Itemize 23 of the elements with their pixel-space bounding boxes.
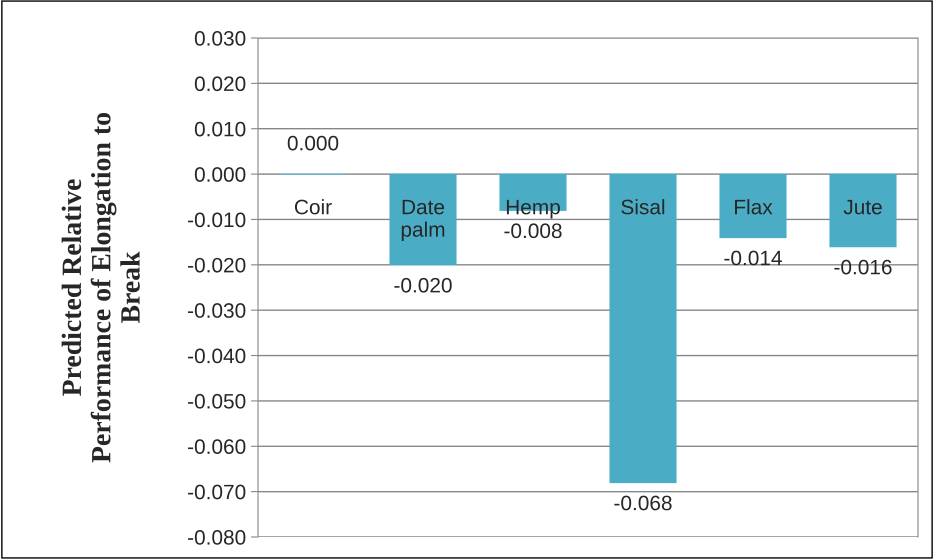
x-tick-label: Sisal bbox=[621, 199, 664, 214]
x-tick-label: Coir bbox=[294, 199, 332, 214]
x-tick-label: Jute bbox=[844, 200, 882, 214]
y-tick-label: -0.080 bbox=[188, 530, 246, 545]
y-tick-label: 0.000 bbox=[194, 167, 246, 182]
data-label: -0.020 bbox=[394, 278, 452, 293]
data-label: -0.008 bbox=[504, 223, 562, 238]
x-tick-label: Flax bbox=[735, 199, 772, 214]
y-tick-label: 0.010 bbox=[194, 122, 246, 136]
data-label: -0.068 bbox=[614, 496, 672, 510]
data-label: -0.014 bbox=[724, 250, 782, 266]
y-tick-label: -0.030 bbox=[188, 303, 246, 318]
y-tick-label: -0.060 bbox=[188, 439, 246, 454]
y-tick-label: 0.030 bbox=[194, 31, 246, 46]
x-tick-label: Date palm bbox=[402, 200, 444, 241]
y-tick-label: 0.020 bbox=[194, 76, 246, 92]
y-axis-title: Predicted Relative Performance of Elongation to Break bbox=[62, 113, 140, 463]
y-tick-label: -0.010 bbox=[188, 212, 246, 228]
y-tick-label: -0.040 bbox=[188, 348, 246, 364]
y-tick-label: -0.020 bbox=[188, 258, 246, 273]
data-label: 0.000 bbox=[288, 136, 338, 151]
y-tick-label: -0.050 bbox=[188, 394, 246, 409]
y-tick-label: -0.070 bbox=[188, 484, 246, 500]
